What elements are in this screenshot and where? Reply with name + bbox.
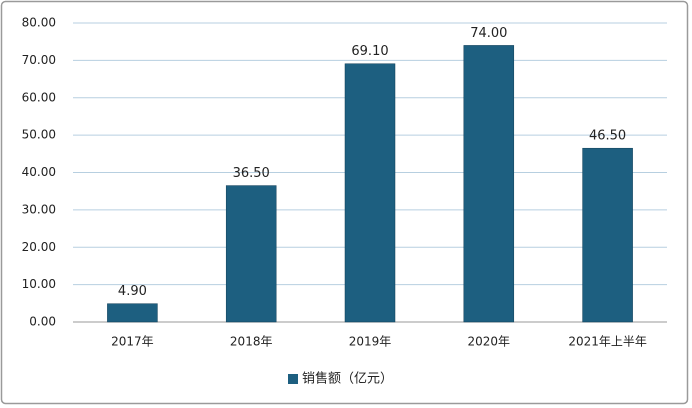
y-tick-label: 50.00 bbox=[22, 128, 56, 142]
bar bbox=[344, 63, 396, 323]
bar bbox=[107, 303, 158, 323]
legend-swatch bbox=[288, 374, 298, 384]
y-tick-label: 20.00 bbox=[22, 240, 56, 254]
x-tick-label: 2021年上半年 bbox=[568, 335, 647, 349]
bar bbox=[225, 185, 277, 323]
y-tick-label: 0.00 bbox=[29, 315, 56, 329]
bar bbox=[463, 45, 515, 323]
y-tick-label: 60.00 bbox=[22, 90, 56, 104]
y-tick-label: 70.00 bbox=[22, 53, 56, 67]
bar bbox=[582, 147, 633, 323]
y-tick-label: 40.00 bbox=[22, 165, 56, 179]
data-label: 36.50 bbox=[233, 166, 270, 181]
legend-label: 销售额（亿元） bbox=[302, 371, 393, 387]
y-tick-label: 10.00 bbox=[22, 277, 56, 291]
data-label: 74.00 bbox=[470, 26, 507, 41]
x-tick-label: 2019年 bbox=[349, 335, 392, 349]
data-label: 69.10 bbox=[351, 44, 388, 59]
data-label: 4.90 bbox=[118, 284, 147, 299]
x-tick-label: 2020年 bbox=[468, 335, 511, 349]
x-tick-label: 2017年 bbox=[111, 335, 154, 349]
data-label: 46.50 bbox=[589, 129, 626, 144]
y-tick-label: 80.00 bbox=[22, 16, 56, 30]
y-tick-label: 30.00 bbox=[22, 202, 56, 216]
x-tick-label: 2018年 bbox=[230, 335, 273, 349]
